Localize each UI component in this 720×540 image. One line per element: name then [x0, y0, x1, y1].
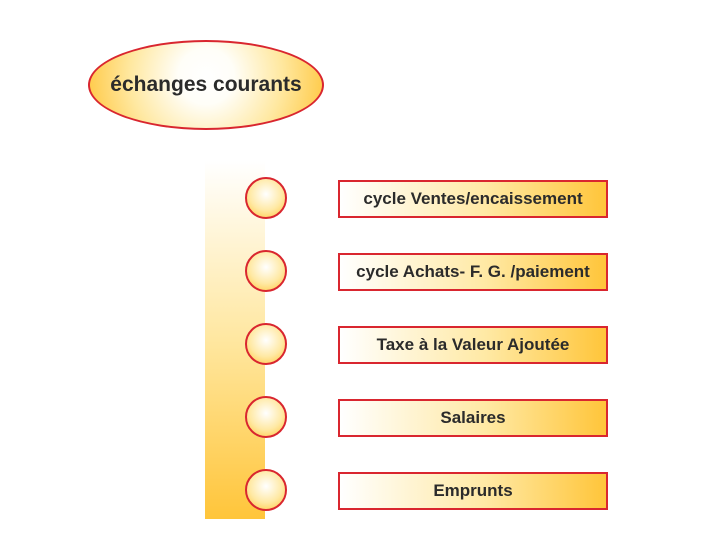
item-rect-2: Taxe à la Valeur Ajoutée: [338, 326, 608, 364]
item-label-1: cycle Achats- F. G. /paiement: [356, 262, 590, 282]
bullet-4: [245, 469, 287, 511]
item-label-0: cycle Ventes/encaissement: [363, 189, 582, 209]
item-label-3: Salaires: [440, 408, 505, 428]
bullet-3: [245, 396, 287, 438]
item-rect-1: cycle Achats- F. G. /paiement: [338, 253, 608, 291]
bullet-0: [245, 177, 287, 219]
item-label-2: Taxe à la Valeur Ajoutée: [377, 335, 570, 355]
item-rect-0: cycle Ventes/encaissement: [338, 180, 608, 218]
title-text: échanges courants: [110, 73, 301, 97]
item-rect-3: Salaires: [338, 399, 608, 437]
bullet-2: [245, 323, 287, 365]
item-label-4: Emprunts: [433, 481, 512, 501]
item-rect-4: Emprunts: [338, 472, 608, 510]
bullet-1: [245, 250, 287, 292]
title-ellipse: échanges courants: [88, 40, 324, 130]
